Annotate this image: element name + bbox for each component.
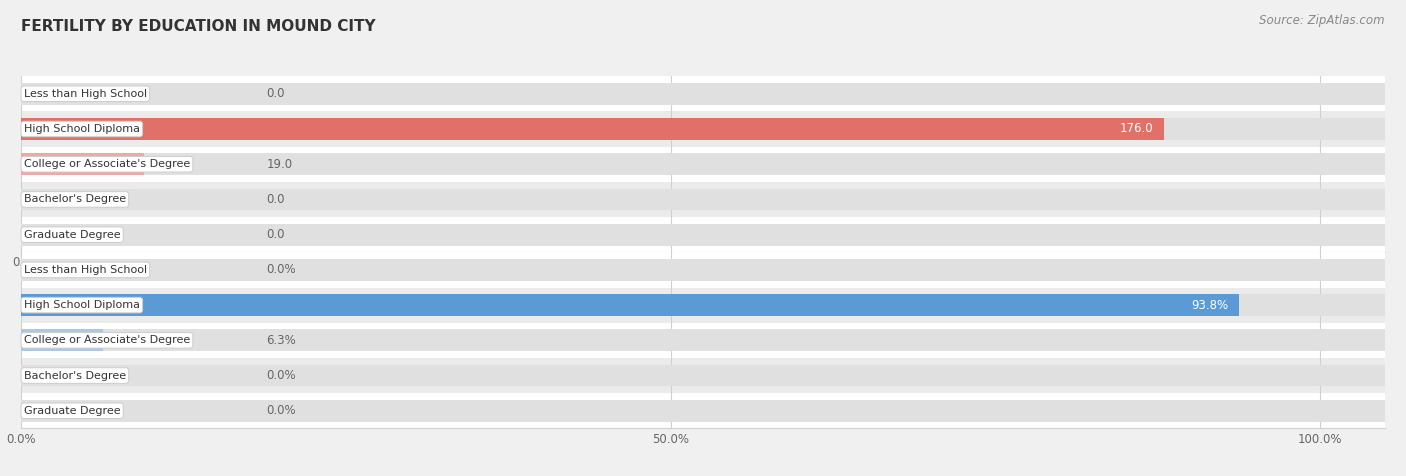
Text: Bachelor's Degree: Bachelor's Degree xyxy=(24,194,127,205)
Bar xyxy=(21,329,1385,351)
Bar xyxy=(21,294,1240,316)
Text: FERTILITY BY EDUCATION IN MOUND CITY: FERTILITY BY EDUCATION IN MOUND CITY xyxy=(21,19,375,34)
Bar xyxy=(21,118,1385,140)
Text: 0.0: 0.0 xyxy=(267,193,285,206)
Bar xyxy=(21,393,1385,428)
Text: College or Associate's Degree: College or Associate's Degree xyxy=(24,335,190,346)
Bar xyxy=(21,252,1385,288)
Bar xyxy=(21,153,1385,175)
Bar xyxy=(21,111,1385,147)
Bar xyxy=(21,323,1385,358)
Bar xyxy=(21,224,1385,246)
Bar xyxy=(21,76,1385,111)
Bar xyxy=(21,288,1385,323)
Bar xyxy=(21,294,1385,316)
Bar xyxy=(21,83,1385,105)
Bar xyxy=(21,400,1385,422)
Text: 6.3%: 6.3% xyxy=(267,334,297,347)
Text: High School Diploma: High School Diploma xyxy=(24,124,139,134)
Text: 0.0%: 0.0% xyxy=(267,404,297,417)
Text: 0.0%: 0.0% xyxy=(267,263,297,277)
Text: 93.8%: 93.8% xyxy=(1191,298,1229,312)
Text: Bachelor's Degree: Bachelor's Degree xyxy=(24,370,127,381)
Bar xyxy=(21,217,1385,252)
Text: 0.0: 0.0 xyxy=(267,87,285,100)
Text: Graduate Degree: Graduate Degree xyxy=(24,229,121,240)
Text: Graduate Degree: Graduate Degree xyxy=(24,406,121,416)
Bar xyxy=(21,147,1385,182)
Text: Less than High School: Less than High School xyxy=(24,265,148,275)
Bar xyxy=(21,188,1385,210)
Text: 0.0: 0.0 xyxy=(267,228,285,241)
Bar xyxy=(21,153,145,175)
Bar xyxy=(21,365,1385,387)
Text: 176.0: 176.0 xyxy=(1119,122,1153,136)
Bar xyxy=(21,259,1385,281)
Text: Less than High School: Less than High School xyxy=(24,89,148,99)
Text: High School Diploma: High School Diploma xyxy=(24,300,139,310)
Text: Source: ZipAtlas.com: Source: ZipAtlas.com xyxy=(1260,14,1385,27)
Bar xyxy=(21,118,1164,140)
Text: 0.0%: 0.0% xyxy=(267,369,297,382)
Bar xyxy=(21,358,1385,393)
Text: College or Associate's Degree: College or Associate's Degree xyxy=(24,159,190,169)
Bar xyxy=(21,182,1385,217)
Bar xyxy=(21,329,103,351)
Text: 19.0: 19.0 xyxy=(267,158,292,171)
